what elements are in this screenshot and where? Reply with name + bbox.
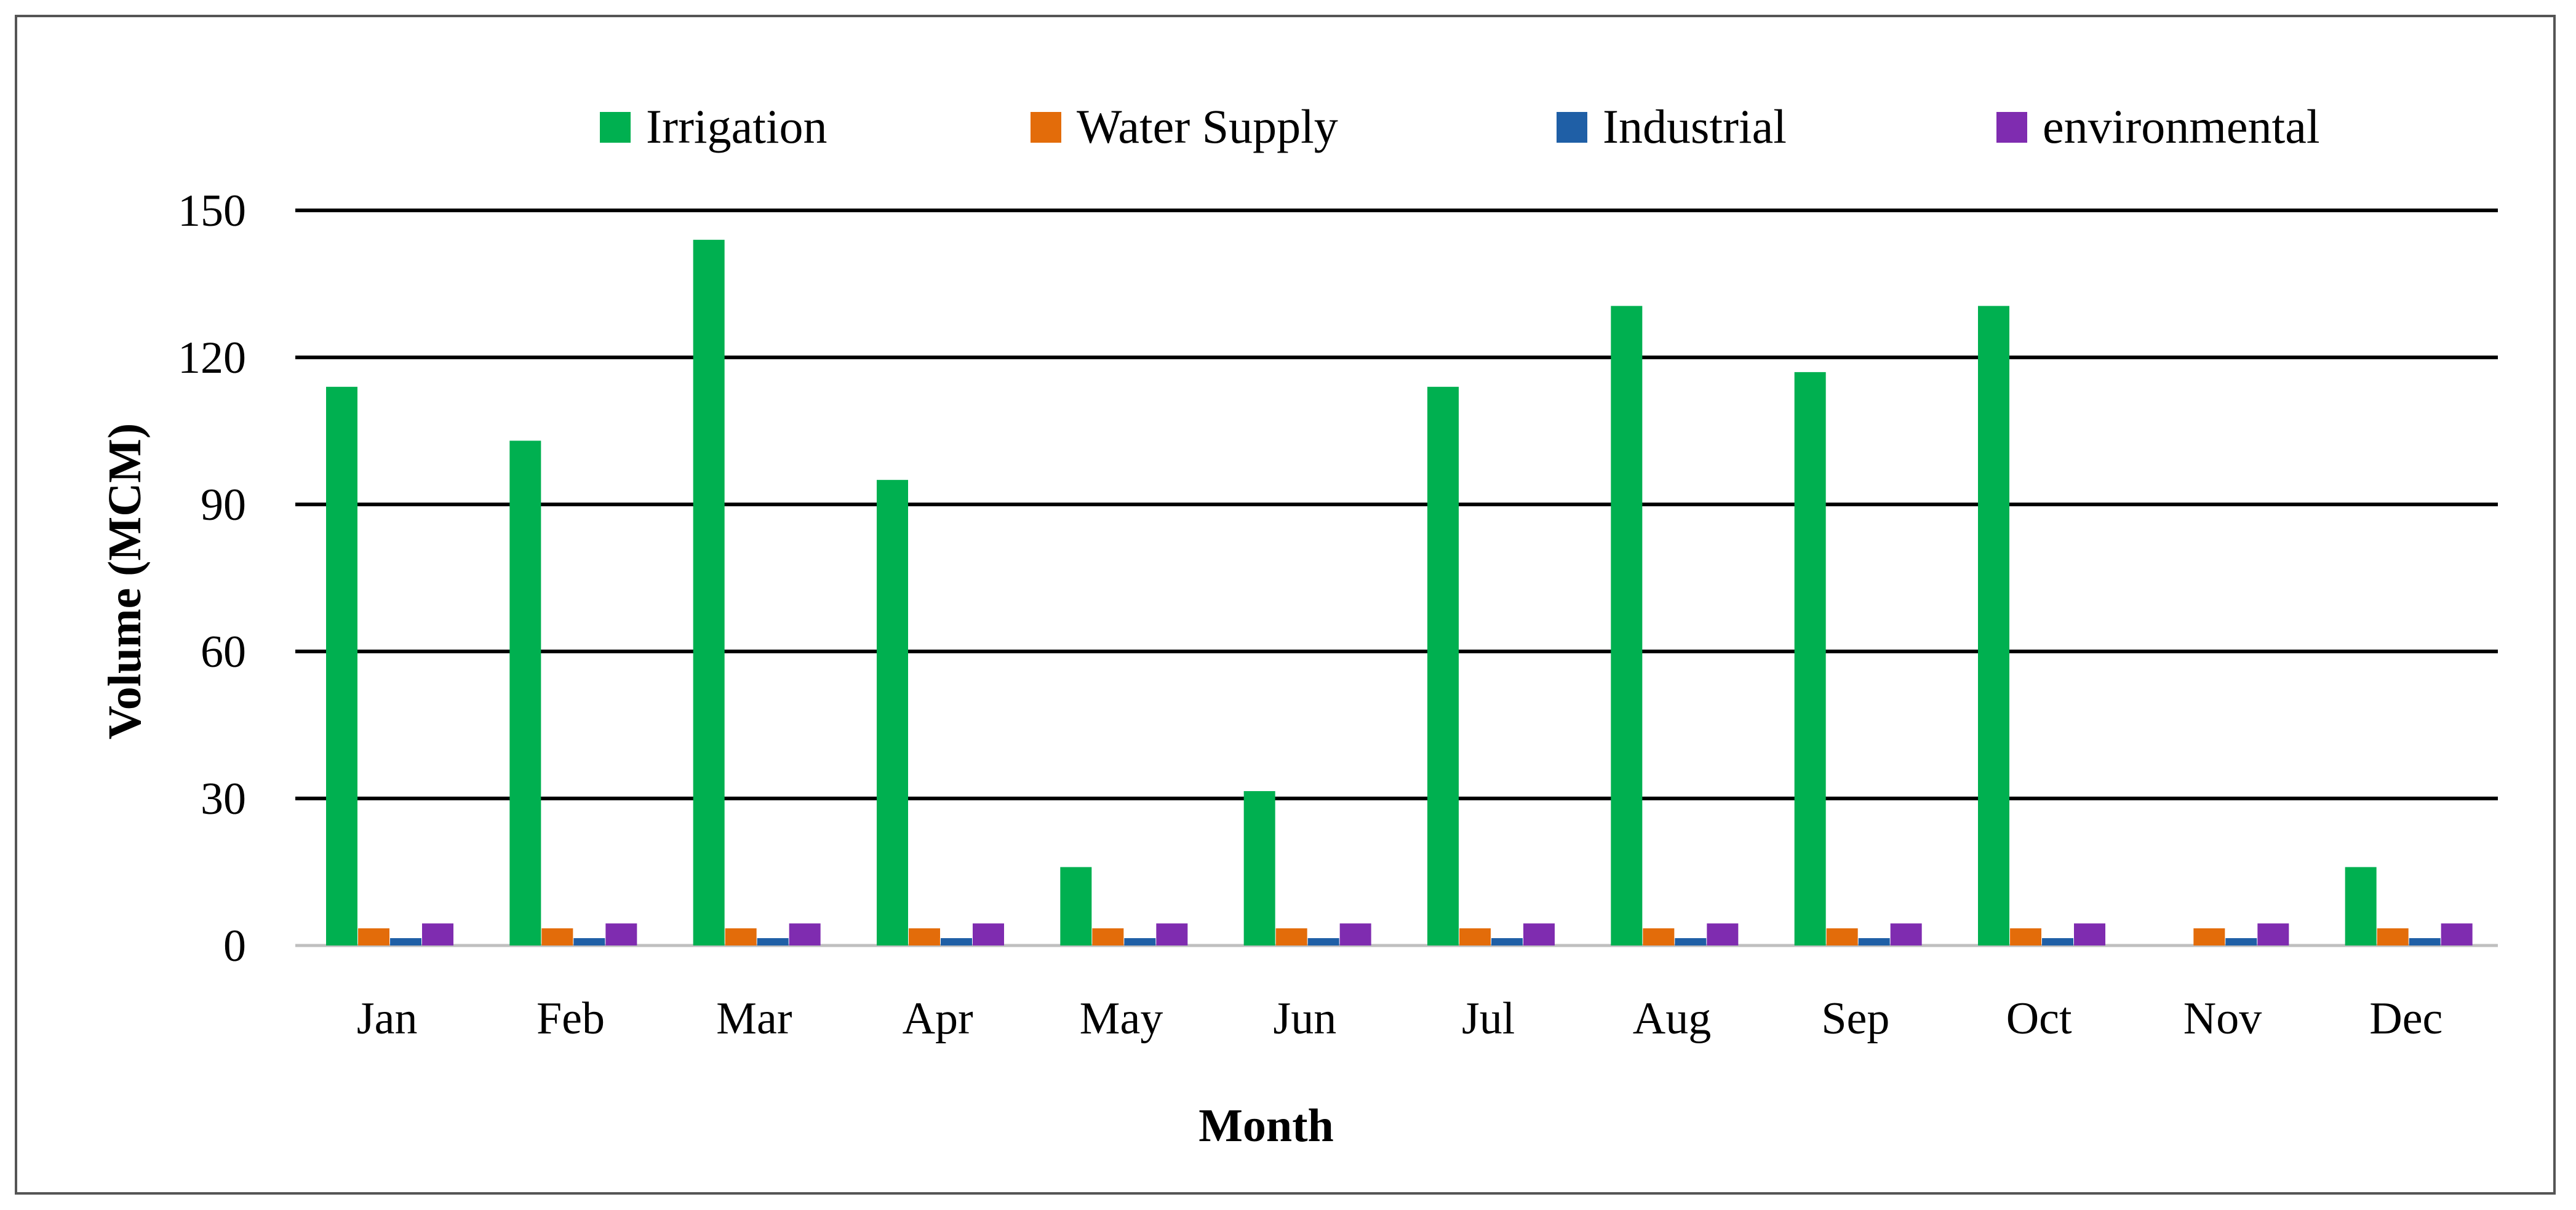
bar-environmental-jun xyxy=(1339,923,1371,945)
bar-environmental-oct xyxy=(2074,923,2105,945)
legend-swatch-environmental xyxy=(1996,112,2027,143)
bar-industrial-apr xyxy=(941,938,972,945)
y-axis-ticks: 0 30 60 90 120 150 xyxy=(178,186,246,971)
x-tick-label: Mar xyxy=(716,993,792,1044)
x-tick-label: Dec xyxy=(2369,993,2442,1044)
bar-industrial-mar xyxy=(757,938,789,945)
y-tick-label: 90 xyxy=(201,480,246,530)
bar-industrial-oct xyxy=(2042,938,2073,945)
bar-water-supply-apr xyxy=(909,928,940,945)
legend-label: Water Supply xyxy=(1077,100,1338,153)
x-tick-label: Sep xyxy=(1821,993,1889,1044)
bar-water-supply-jul xyxy=(1459,928,1491,945)
bar-environmental-sep xyxy=(1890,923,1922,945)
bar-industrial-sep xyxy=(1858,938,1890,945)
bar-industrial-jun xyxy=(1307,938,1339,945)
bar-environmental-may xyxy=(1156,923,1188,945)
bar-environmental-feb xyxy=(605,923,637,945)
bar-industrial-feb xyxy=(573,938,605,945)
bar-irrigation-jun xyxy=(1243,791,1275,945)
bar-industrial-jan xyxy=(390,938,421,945)
bar-water-supply-jun xyxy=(1275,928,1307,945)
bar-water-supply-sep xyxy=(1826,928,1858,945)
bar-water-supply-nov xyxy=(2193,928,2225,945)
bar-industrial-aug xyxy=(1675,938,1707,945)
bar-industrial-dec xyxy=(2409,938,2441,945)
x-axis-title: Month xyxy=(1198,1100,1334,1152)
x-tick-label: Feb xyxy=(536,993,605,1044)
bar-industrial-nov xyxy=(2225,938,2257,945)
legend-label: environmental xyxy=(2043,100,2320,153)
bar-water-supply-feb xyxy=(541,928,573,945)
legend-label: Industrial xyxy=(1603,100,1787,153)
x-tick-label: Apr xyxy=(903,993,973,1044)
bar-water-supply-oct xyxy=(2010,928,2041,945)
y-tick-label: 60 xyxy=(201,627,246,677)
legend: Irrigation Water Supply Industrial environm… xyxy=(600,100,2320,153)
bar-environmental-jul xyxy=(1523,923,1555,945)
bar-irrigation-jul xyxy=(1427,386,1459,945)
legend-swatch-irrigation xyxy=(600,112,631,143)
bar-irrigation-oct xyxy=(1978,306,2009,946)
y-tick-label: 0 xyxy=(223,921,246,971)
bar-water-supply-jan xyxy=(358,928,389,945)
x-tick-label: Jan xyxy=(357,993,418,1044)
legend-swatch-water-supply xyxy=(1031,112,1061,143)
bar-irrigation-jan xyxy=(326,386,357,945)
bar-industrial-jul xyxy=(1491,938,1523,945)
gridlines xyxy=(295,209,2498,947)
bar-environmental-jan xyxy=(422,923,453,945)
x-tick-label: Jul xyxy=(1462,993,1515,1044)
bar-water-supply-may xyxy=(1092,928,1124,945)
bar-environmental-aug xyxy=(1707,923,1739,945)
bar-irrigation-sep xyxy=(1794,372,1826,945)
bar-irrigation-aug xyxy=(1611,306,1643,946)
bar-environmental-apr xyxy=(973,923,1004,945)
y-axis-title: Volume (MCM) xyxy=(99,423,151,739)
bar-industrial-may xyxy=(1124,938,1156,945)
bar-irrigation-dec xyxy=(2345,867,2377,945)
bar-irrigation-feb xyxy=(509,440,541,945)
bar-water-supply-aug xyxy=(1643,928,1675,945)
x-tick-label: Nov xyxy=(2183,993,2262,1044)
bar-environmental-nov xyxy=(2257,923,2289,945)
bar-water-supply-mar xyxy=(725,928,757,945)
bars xyxy=(326,239,2473,946)
y-tick-label: 30 xyxy=(201,774,246,824)
bar-environmental-mar xyxy=(789,923,821,945)
y-tick-label: 150 xyxy=(178,186,246,236)
bar-irrigation-mar xyxy=(693,239,725,945)
x-tick-label: Oct xyxy=(2006,993,2072,1044)
bar-irrigation-apr xyxy=(877,480,908,945)
bar-irrigation-may xyxy=(1060,867,1092,945)
legend-label: Irrigation xyxy=(646,100,827,153)
legend-swatch-industrial xyxy=(1557,112,1587,143)
x-tick-label: Aug xyxy=(1633,993,1711,1044)
bar-water-supply-dec xyxy=(2377,928,2409,945)
bar-environmental-dec xyxy=(2441,923,2473,945)
y-tick-label: 120 xyxy=(178,333,246,383)
x-axis-ticks: Jan Feb Mar Apr May Jun Jul Aug Sep Oct Nov Dec xyxy=(357,993,2443,1044)
x-tick-label: Jun xyxy=(1273,993,1336,1044)
x-tick-label: May xyxy=(1080,993,1163,1044)
